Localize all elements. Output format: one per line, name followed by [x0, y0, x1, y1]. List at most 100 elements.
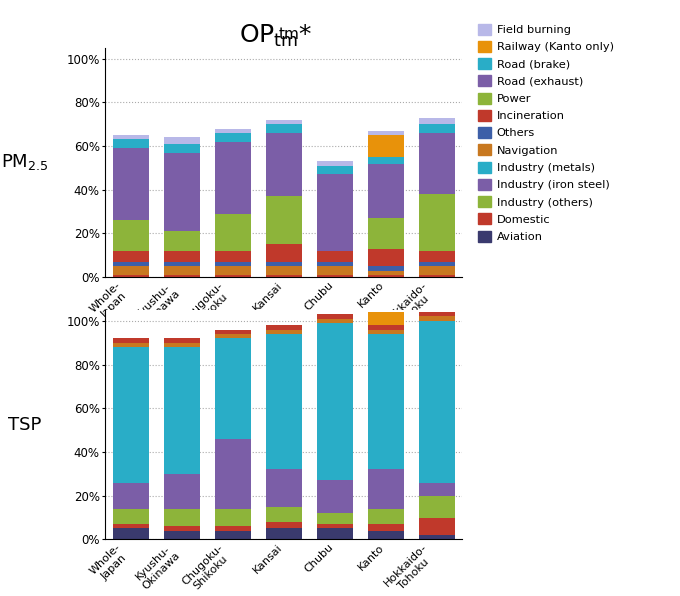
Bar — [317, 175, 353, 251]
Bar — [266, 262, 302, 266]
Bar — [419, 316, 455, 321]
Bar — [266, 330, 302, 334]
Bar — [113, 139, 149, 148]
Bar — [266, 275, 302, 277]
Bar — [419, 321, 455, 483]
Bar — [419, 266, 455, 275]
Text: OP$_\mathregular{tm}$*: OP$_\mathregular{tm}$* — [239, 23, 313, 49]
Bar — [164, 266, 200, 275]
Bar — [368, 330, 404, 334]
Bar — [113, 148, 149, 221]
Bar — [215, 530, 251, 539]
Y-axis label: PM$_{2.5}$: PM$_{2.5}$ — [1, 153, 48, 172]
Bar — [419, 517, 455, 535]
Bar — [419, 133, 455, 194]
Bar — [368, 275, 404, 277]
Bar — [164, 530, 200, 539]
Bar — [113, 509, 149, 524]
Bar — [419, 194, 455, 251]
Bar — [368, 524, 404, 530]
Bar — [368, 530, 404, 539]
Bar — [419, 117, 455, 124]
Bar — [317, 314, 353, 319]
Bar — [266, 529, 302, 539]
Bar — [266, 124, 302, 133]
Bar — [368, 470, 404, 509]
Bar — [164, 509, 200, 526]
Text: tm: tm — [279, 27, 300, 42]
Bar — [317, 323, 353, 480]
Bar — [266, 507, 302, 522]
Bar — [113, 343, 149, 347]
Bar — [368, 157, 404, 163]
Bar — [368, 266, 404, 271]
Bar — [113, 347, 149, 483]
Legend: Field burning, Railway (Kanto only), Road (brake), Road (exhaust), Power, Incine: Field burning, Railway (Kanto only), Roa… — [478, 24, 613, 242]
Bar — [113, 524, 149, 529]
Bar — [317, 266, 353, 275]
Bar — [266, 133, 302, 196]
Bar — [317, 524, 353, 529]
Bar — [419, 275, 455, 277]
Bar — [215, 129, 251, 133]
Bar — [419, 535, 455, 539]
Bar — [215, 330, 251, 334]
Bar — [215, 262, 251, 266]
Bar — [164, 343, 200, 347]
Bar — [215, 339, 251, 439]
Bar — [368, 163, 404, 218]
Bar — [215, 142, 251, 214]
Bar — [164, 275, 200, 277]
Bar — [368, 249, 404, 266]
Bar — [215, 334, 251, 339]
Bar — [368, 135, 404, 157]
Bar — [215, 266, 251, 275]
Bar — [215, 251, 251, 262]
Bar — [266, 325, 302, 330]
Bar — [419, 251, 455, 262]
Bar — [419, 483, 455, 496]
Y-axis label: TSP: TSP — [8, 415, 41, 434]
Bar — [266, 266, 302, 275]
Bar — [266, 244, 302, 262]
Bar — [368, 334, 404, 470]
Bar — [266, 196, 302, 244]
Bar — [266, 470, 302, 507]
Bar — [113, 221, 149, 251]
Bar — [113, 266, 149, 275]
Bar — [266, 120, 302, 124]
Bar — [113, 483, 149, 509]
Bar — [368, 312, 404, 325]
Bar — [368, 509, 404, 524]
Bar — [215, 439, 251, 509]
Bar — [317, 513, 353, 524]
Bar — [215, 214, 251, 251]
Bar — [419, 262, 455, 266]
Bar — [368, 271, 404, 275]
Bar — [215, 526, 251, 530]
Bar — [317, 162, 353, 166]
Bar — [317, 251, 353, 262]
Bar — [113, 135, 149, 139]
Bar — [113, 275, 149, 277]
Bar — [215, 275, 251, 277]
Bar — [164, 262, 200, 266]
Bar — [317, 166, 353, 175]
Bar — [164, 347, 200, 474]
Bar — [164, 251, 200, 262]
Bar — [419, 496, 455, 517]
Bar — [113, 529, 149, 539]
Bar — [266, 522, 302, 529]
Bar — [164, 339, 200, 343]
Bar — [164, 231, 200, 251]
Bar — [317, 529, 353, 539]
Bar — [215, 133, 251, 142]
Bar — [215, 509, 251, 526]
Bar — [317, 319, 353, 323]
Bar — [368, 218, 404, 249]
Bar — [164, 526, 200, 530]
Bar — [266, 334, 302, 470]
Bar — [113, 339, 149, 343]
Bar — [164, 153, 200, 231]
Bar — [419, 124, 455, 133]
